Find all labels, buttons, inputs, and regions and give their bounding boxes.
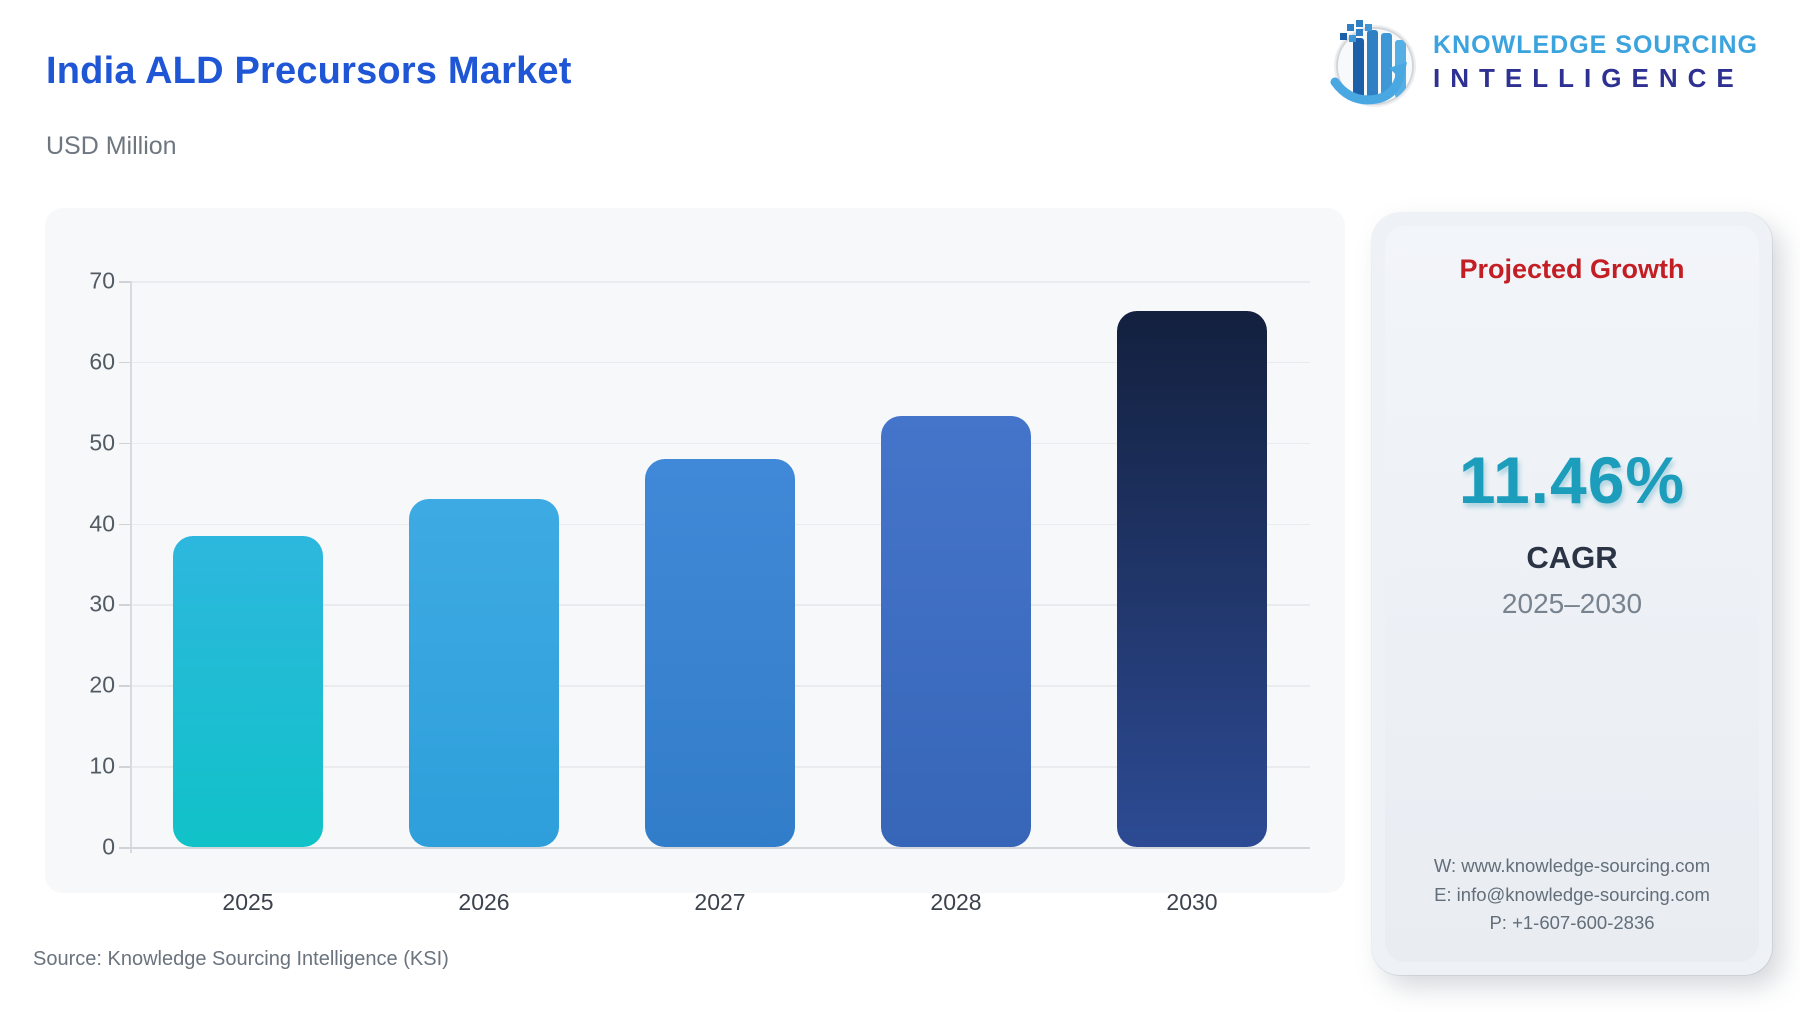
y-tick-label: 50 bbox=[89, 429, 115, 456]
y-tick-10 bbox=[119, 766, 130, 768]
y-tick-label: 10 bbox=[89, 752, 115, 779]
y-axis-line bbox=[130, 281, 132, 853]
gridline-50 bbox=[130, 442, 1310, 445]
y-tick-0 bbox=[119, 847, 130, 849]
x-axis-label-2028: 2028 bbox=[930, 889, 982, 915]
logo-line1: KNOWLEDGE SOURCING bbox=[1433, 30, 1758, 59]
x-axis-line bbox=[130, 847, 1310, 849]
y-tick-label: 20 bbox=[89, 671, 115, 698]
bar-2030 bbox=[1117, 310, 1267, 847]
contact-email: E: info@knowledge-sourcing.com bbox=[1434, 883, 1710, 905]
page-title: India ALD Precursors Market bbox=[46, 50, 572, 92]
y-tick-label: 60 bbox=[89, 348, 115, 375]
cagr-period: 2025–2030 bbox=[1501, 588, 1643, 620]
bar-2028 bbox=[881, 416, 1031, 847]
projected-growth-card: Projected Growth 11.46% CAGR 2025–2030 W… bbox=[1372, 213, 1772, 975]
y-tick-70 bbox=[119, 281, 130, 283]
bar-2025 bbox=[173, 535, 323, 847]
y-tick-label: 0 bbox=[102, 833, 115, 860]
y-tick-label: 40 bbox=[89, 510, 115, 537]
x-axis-label-2025: 2025 bbox=[222, 889, 274, 915]
card-heading: Projected Growth bbox=[1459, 254, 1685, 284]
y-tick-30 bbox=[119, 604, 130, 606]
bar-chart: 0 10 20 30 40 50 60 70 2025 2026 2027 2028 2030 bbox=[45, 208, 1345, 988]
bar-2027 bbox=[645, 458, 795, 847]
projected-growth-card-inner: Projected Growth 11.46% CAGR 2025–2030 W… bbox=[1385, 226, 1759, 962]
contact-website: W: www.knowledge-sourcing.com bbox=[1433, 854, 1711, 876]
logo-pixel-squares bbox=[1340, 20, 1373, 42]
source-note: Source: Knowledge Sourcing Intelligence … bbox=[33, 948, 449, 970]
cagr-label: CAGR bbox=[1526, 540, 1618, 576]
gridline-70 bbox=[130, 281, 1310, 283]
y-tick-50 bbox=[119, 442, 130, 445]
x-axis-label-2027: 2027 bbox=[694, 889, 746, 915]
bar-2026 bbox=[409, 499, 559, 847]
y-tick-label: 70 bbox=[89, 267, 115, 294]
y-tick-20 bbox=[119, 685, 130, 687]
x-axis-label-2026: 2026 bbox=[458, 889, 510, 915]
x-axis-label-2030: 2030 bbox=[1166, 889, 1218, 915]
y-tick-40 bbox=[119, 523, 130, 526]
logo-line2: INTELLIGENCE bbox=[1433, 62, 1744, 93]
chart-unit-label: USD Million bbox=[46, 132, 177, 160]
logo-bar-chart-arrow-icon bbox=[1330, 20, 1417, 107]
contact-phone: P: +1-607-600-2836 bbox=[1489, 912, 1655, 934]
company-logo: KNOWLEDGE SOURCING INTELLIGENCE bbox=[1327, 16, 1758, 108]
y-tick-60 bbox=[119, 361, 130, 364]
y-tick-label: 30 bbox=[89, 590, 115, 617]
cagr-value: 11.46% bbox=[1458, 443, 1686, 518]
contact-block: W: www.knowledge-sourcing.com E: info@kn… bbox=[1434, 852, 1710, 938]
gridline-60 bbox=[130, 361, 1310, 364]
